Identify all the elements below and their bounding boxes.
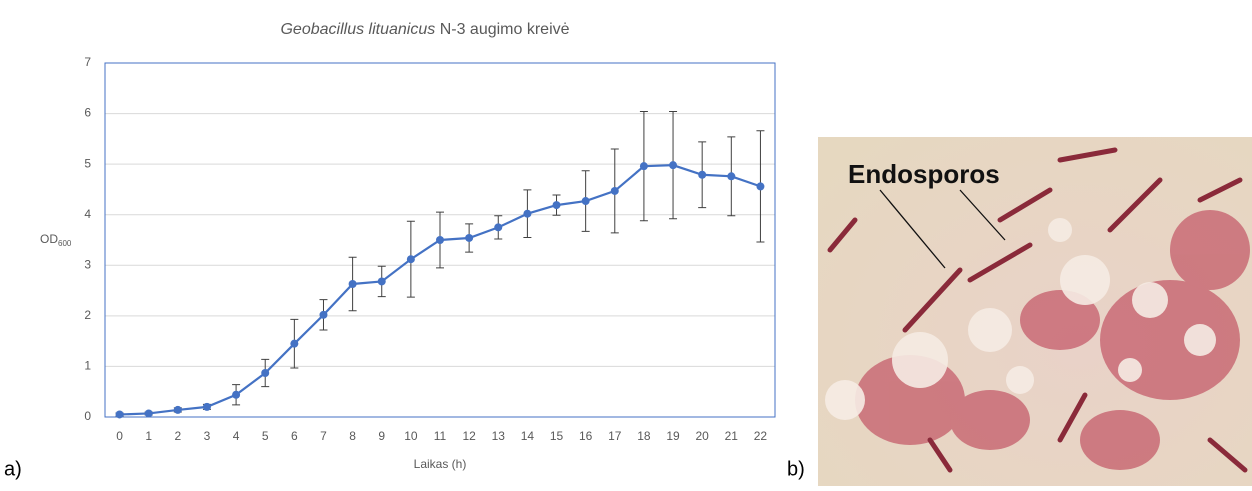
y-tick-label: 6 (84, 106, 91, 120)
x-axis-label: Laikas (h) (414, 457, 467, 471)
x-tick-label: 14 (521, 429, 535, 443)
y-tick-label: 2 (84, 308, 91, 322)
data-point (436, 236, 444, 244)
x-tick-label: 12 (462, 429, 476, 443)
data-point (669, 161, 677, 169)
x-tick-label: 13 (492, 429, 506, 443)
x-tick-label: 10 (404, 429, 418, 443)
data-point (727, 172, 735, 180)
x-tick-label: 16 (579, 429, 593, 443)
panel-label: a) (4, 458, 22, 480)
data-point (756, 182, 764, 190)
data-point (465, 234, 473, 242)
data-point (494, 223, 502, 231)
data-point (523, 210, 531, 218)
x-tick-label: 7 (320, 429, 327, 443)
y-tick-label: 0 (84, 409, 91, 423)
data-point (290, 340, 298, 348)
x-tick-label: 11 (434, 429, 447, 443)
data-point (640, 162, 648, 170)
x-tick-label: 0 (116, 429, 123, 443)
data-point (611, 187, 619, 195)
y-tick-label: 4 (84, 207, 91, 221)
y-tick-label: 7 (84, 55, 91, 69)
data-point (553, 201, 561, 209)
data-point (261, 369, 269, 377)
x-tick-label: 4 (233, 429, 240, 443)
y-tick-label: 3 (84, 257, 91, 271)
x-tick-label: 20 (695, 429, 709, 443)
y-label-sub: 600 (58, 239, 72, 248)
x-tick-label: 1 (145, 429, 152, 443)
x-tick-label: 17 (608, 429, 622, 443)
x-tick-label: 22 (754, 429, 768, 443)
x-tick-label: 3 (204, 429, 211, 443)
x-tick-label: 2 (174, 429, 181, 443)
page: Geobacillus lituanicus N-3 augimo kreivė… (0, 0, 1252, 486)
x-tick-label: 9 (378, 429, 385, 443)
x-tick-label: 15 (550, 429, 564, 443)
data-point (232, 391, 240, 399)
data-point (145, 409, 153, 417)
x-tick-label: 8 (349, 429, 356, 443)
data-point (203, 403, 211, 411)
data-point (378, 277, 386, 285)
title-rest: N-3 augimo kreivė (440, 21, 570, 38)
panel-label: b) (787, 458, 805, 480)
data-point (407, 255, 415, 263)
x-tick-label: 21 (725, 429, 739, 443)
y-label-main: OD (40, 232, 58, 246)
micrograph: Endosporos (818, 137, 1252, 486)
data-point (116, 410, 124, 418)
y-axis-label: OD600 (40, 232, 72, 248)
x-tick-label: 5 (262, 429, 269, 443)
data-point (319, 311, 327, 319)
title-italic: Geobacillus lituanicus (280, 21, 435, 38)
chart-title: Geobacillus lituanicus N-3 augimo kreivė (280, 21, 569, 38)
y-tick-label: 1 (84, 359, 91, 373)
x-tick-label: 19 (666, 429, 680, 443)
data-line (120, 165, 761, 414)
data-point (349, 280, 357, 288)
data-point (582, 197, 590, 205)
y-tick-label: 5 (84, 156, 91, 170)
image-label: Endosporos (848, 159, 1000, 189)
x-tick-label: 6 (291, 429, 298, 443)
data-point (174, 406, 182, 414)
data-point (698, 171, 706, 179)
x-tick-label: 18 (637, 429, 651, 443)
